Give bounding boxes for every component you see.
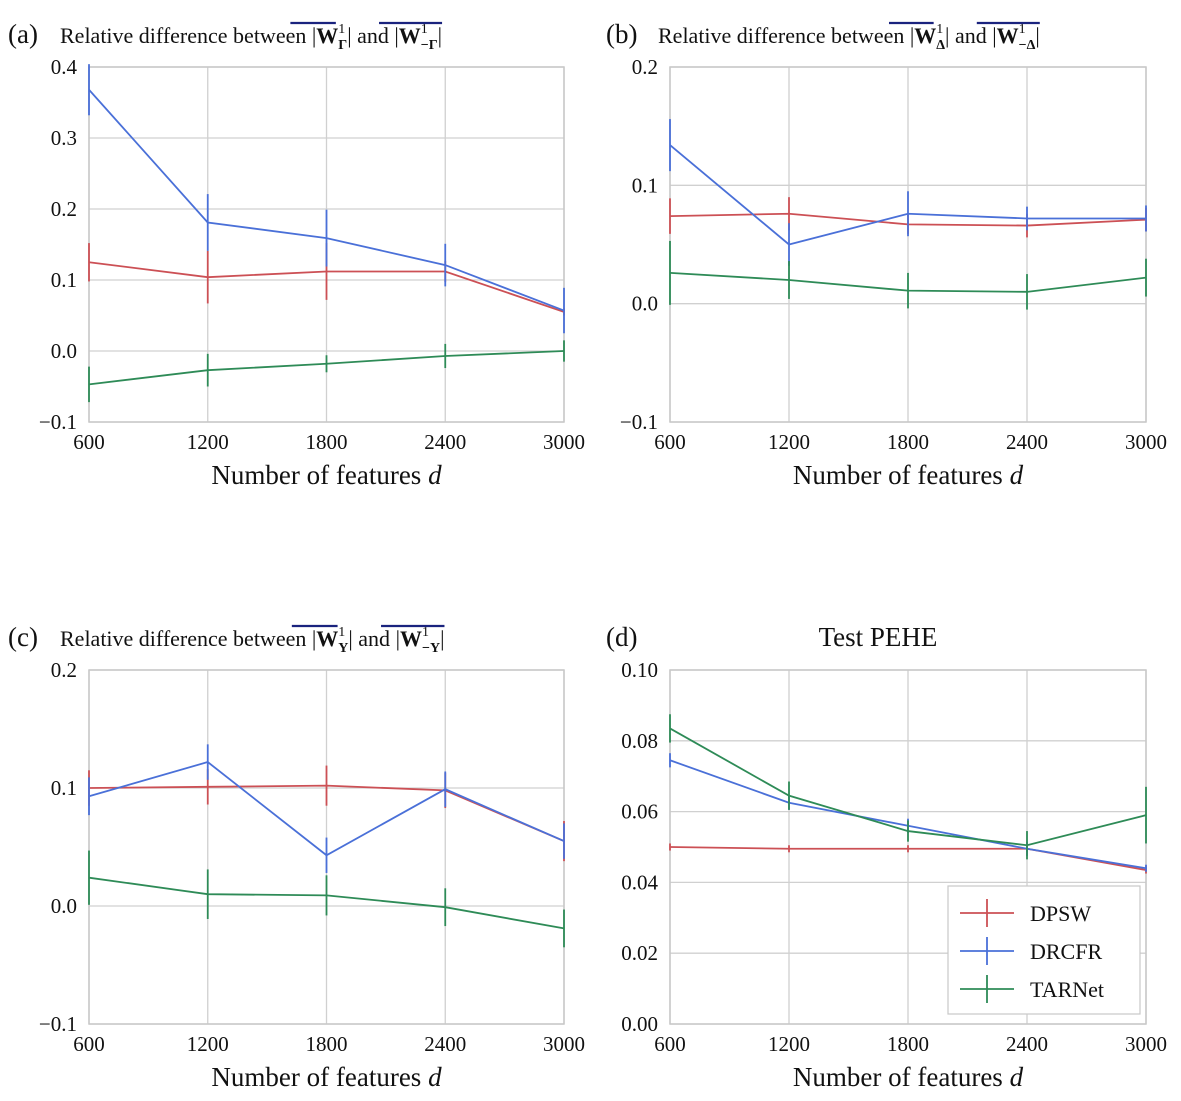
panel-tag: (a) [8,19,38,49]
y-tick-label: 0.1 [632,173,658,197]
x-tick-label: 2400 [1006,1032,1048,1056]
x-tick-label: 600 [654,430,686,454]
y-tick-label: 0.4 [51,55,78,79]
x-tick-label: 600 [654,1032,686,1056]
y-tick-label: 0.02 [621,941,658,965]
y-tick-label: 0.0 [51,339,77,363]
y-tick-label: −0.1 [39,410,77,434]
y-tick-label: 0.04 [621,870,658,894]
y-tick-label: −0.1 [39,1012,77,1036]
y-tick-label: 0.2 [51,197,77,221]
x-tick-label: 2400 [424,1032,466,1056]
x-tick-label: 1800 [887,430,929,454]
y-tick-label: 0.06 [621,800,658,824]
y-tick-label: 0.2 [632,55,658,79]
x-tick-label: 3000 [1125,1032,1167,1056]
chart-panel-1: 600 1200 1800 2400 3000 −0.1 0.0 0.1 0.2 0.3 0.4 Nu… [8,19,585,490]
x-tick-label: 2400 [424,430,466,454]
x-axis-label: Number of features d [793,460,1024,490]
x-tick-label: 1800 [306,430,348,454]
chart-title: Relative difference between |W1 Δ| and |W… [658,22,1040,53]
y-tick-label: −0.1 [620,410,658,434]
x-tick-label: 1200 [187,430,229,454]
x-tick-label: 1200 [187,1032,229,1056]
panel-tag: (d) [606,622,637,652]
x-axis-label: Number of features d [211,460,442,490]
x-tick-label: 2400 [1006,430,1048,454]
y-tick-label: 0.0 [632,292,658,316]
x-axis-label: Number of features d [793,1062,1024,1092]
y-tick-label: 0.08 [621,729,658,753]
panel-tag: (c) [8,622,38,652]
y-tick-label: 0.1 [51,776,77,800]
x-tick-label: 3000 [1125,430,1167,454]
y-tick-label: 0.1 [51,268,77,292]
x-tick-label: 3000 [543,1032,585,1056]
chart-title: Relative difference between |W1 Υ| and |W… [60,625,444,656]
y-tick-label: 0.0 [51,894,77,918]
chart-panel-4: 600 1200 1800 2400 3000 0.00 0.02 0.04 0.06 0.08 0… [606,622,1167,1092]
chart-panel-3: 600 1200 1800 2400 3000 −0.1 0.0 0.1 0.2 Number o… [8,622,585,1092]
chart-panel-2: 600 1200 1800 2400 3000 −0.1 0.0 0.1 0.2 Number o… [606,19,1167,490]
legend-entry: DRCFR [1030,939,1102,964]
x-tick-label: 1800 [887,1032,929,1056]
y-tick-label: 0.3 [51,126,77,150]
x-axis-label: Number of features d [211,1062,442,1092]
x-tick-label: 600 [73,1032,105,1056]
y-tick-label: 0.00 [621,1012,658,1036]
y-tick-label: 0.10 [621,658,658,682]
x-tick-label: 600 [73,430,105,454]
panel-tag: (b) [606,19,637,49]
legend [947,885,1141,1015]
x-tick-label: 1800 [306,1032,348,1056]
legend-entry: TARNet [1030,977,1104,1002]
legend-entry: DPSW [1030,901,1091,926]
x-tick-label: 3000 [543,430,585,454]
chart-title: Relative difference between |W1 Γ| and |W… [60,22,442,53]
x-tick-label: 1200 [768,1032,810,1056]
chart-title: Test PEHE [819,622,938,652]
x-tick-label: 1200 [768,430,810,454]
y-tick-label: 0.2 [51,658,77,682]
